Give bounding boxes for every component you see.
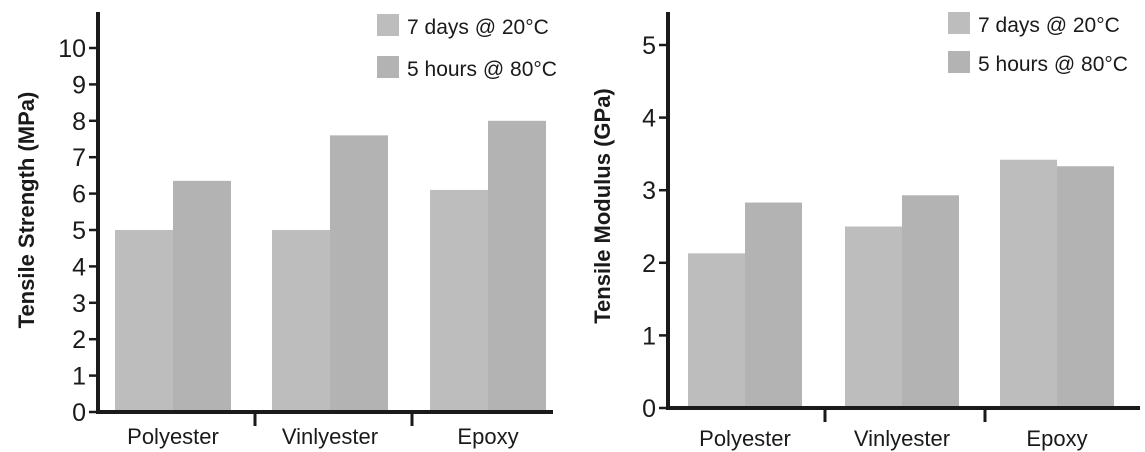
chart-1: 0 1 2 3 4 5 6 7 8 9 10 Polyester Vinlyester Epoxy Tens… [14,12,557,449]
legend-swatch-2 [948,51,970,73]
x-tick-label-polyester: Polyester [699,426,791,451]
x-tick-label-polyester: Polyester [127,424,219,449]
legend-label-1: 7 days @ 20°C [978,14,1120,37]
y-tick-label: 0 [642,395,656,423]
y-tick-label: 5 [72,217,86,245]
legend-swatch-1 [948,12,970,34]
y-tick-label: 4 [642,105,656,133]
bar-vinlyester-series-1 [272,230,330,412]
y-tick-label: 2 [72,326,86,354]
legend-label-2: 5 hours @ 80°C [407,58,557,81]
y-tick-label: 2 [642,250,656,278]
y-tick-label: 3 [72,290,86,318]
bar-vinlyester-series-2 [330,135,388,413]
y-tick-label: 0 [72,399,86,427]
bar-epoxy-series-2 [488,120,546,413]
bar-epoxy-series-1 [430,189,488,412]
legend-label-2: 5 hours @ 80°C [978,53,1128,76]
y-tick-label: 1 [642,322,656,350]
x-tick-label-vinlyester: Vinlyester [854,426,950,451]
x-tick-label-vinlyester: Vinlyester [282,424,378,449]
y-tick-label: 1 [72,363,86,391]
y-tick-label: 8 [72,108,86,136]
chart-2: 0 1 2 3 4 5 Polyester Vinlyester Epoxy Tensile Mo… [590,12,1140,451]
legend-swatch-2 [377,56,399,78]
legend: 7 days @ 20°C 5 hours @ 80°C [377,14,557,81]
bar-polyester-series-1 [688,253,745,408]
x-tick-label-epoxy: Epoxy [457,424,518,449]
y-tick-label: 4 [72,253,86,281]
bar-vinlyester-series-2 [902,195,959,408]
bar-epoxy-series-2 [1057,166,1114,408]
y-axis-title: Tensile Modulus (GPa) [590,88,615,324]
bar-polyester-series-2 [173,180,231,412]
y-tick-label: 3 [642,177,656,205]
bar-polyester-series-1 [115,230,173,412]
bar-epoxy-series-1 [1000,159,1057,408]
y-tick-label: 10 [58,35,86,63]
y-tick-label: 6 [72,181,86,209]
y-tick-label: 7 [72,144,86,172]
bar-polyester-series-2 [745,202,802,408]
legend-label-1: 7 days @ 20°C [407,16,549,39]
bar-vinlyester-series-1 [845,226,902,408]
y-tick-label: 5 [642,32,656,60]
y-tick-label: 9 [72,71,86,99]
y-axis-title: Tensile Strength (MPa) [14,92,39,329]
x-tick-label-epoxy: Epoxy [1026,426,1087,451]
legend: 7 days @ 20°C 5 hours @ 80°C [948,12,1128,76]
legend-swatch-1 [377,14,399,36]
